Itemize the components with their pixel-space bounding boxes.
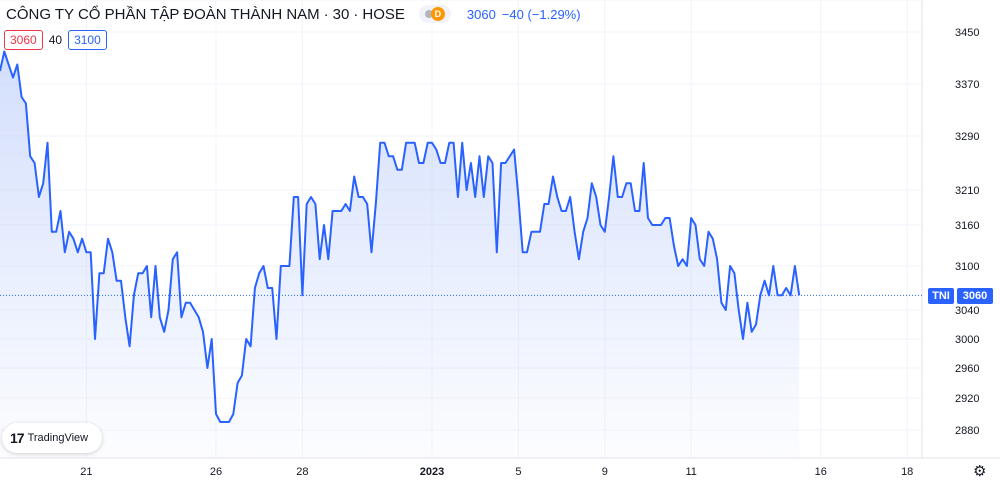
interval[interactable]: 30	[332, 5, 350, 23]
price-tick-label: 2960	[955, 363, 979, 375]
price-area-fill	[0, 51, 800, 458]
header-price: 3060 −40 (−1.29%)	[467, 7, 587, 22]
time-tick-label: 5	[515, 466, 521, 478]
spread-value: 40	[48, 33, 63, 47]
price-tick-label: 3160	[955, 220, 979, 232]
last-price-tag: 3060	[957, 288, 993, 304]
price-tick-label: 3100	[955, 261, 979, 273]
market-status-badge[interactable]: D	[418, 5, 451, 23]
price-tick-label: 3370	[955, 79, 979, 91]
gear-icon[interactable]: ⚙	[973, 463, 987, 480]
time-tick-label: 18	[901, 466, 913, 478]
price-line	[0, 50, 801, 423]
price-tick-label: 2880	[955, 425, 979, 437]
time-tick-label: 16	[815, 466, 827, 478]
separator: ·	[353, 5, 359, 23]
price-tick-label: 3040	[955, 305, 979, 317]
time-tick-label: 9	[602, 466, 608, 478]
time-tick-label: 2023	[420, 466, 444, 478]
price-tick-label: 3450	[955, 27, 979, 39]
tradingview-logo-icon: 17	[10, 430, 25, 446]
symbol-tag: TNI	[928, 288, 954, 304]
sell-button[interactable]: 3060	[4, 30, 43, 50]
logo-text: TradingView	[27, 432, 89, 444]
price-tick-label: 3290	[955, 131, 979, 143]
last-price: 3060	[466, 6, 496, 22]
symbol-title[interactable]: CÔNG TY CỔ PHẦN TẬP ĐOÀN THÀNH NAM	[6, 5, 320, 23]
time-tick-label: 28	[296, 466, 308, 478]
time-axis[interactable]: 21 26 28 2023 5 9 11 16 18	[80, 466, 913, 478]
time-tick-label: 11	[685, 466, 696, 478]
time-tick-label: 21	[80, 466, 92, 478]
time-tick-label: 26	[210, 466, 222, 478]
exchange: HOSE	[362, 5, 405, 23]
price-axis[interactable]: 2880 2920 2960 3000 3040 3100 3160 3210 3290 3370…	[955, 27, 979, 437]
delayed-badge-icon: D	[430, 7, 445, 21]
status-dot-icon	[424, 10, 433, 18]
separator: ·	[323, 5, 329, 23]
order-chips: 3060 40 3100	[4, 30, 107, 50]
price-tick-label: 3210	[955, 185, 979, 197]
symbol-header: CÔNG TY CỔ PHẦN TẬP ĐOÀN THÀNH NAM · 30 …	[6, 4, 587, 24]
price-change: −40 (−1.29%)	[501, 6, 581, 22]
price-tick-label: 2920	[955, 393, 979, 405]
tradingview-logo[interactable]: 17 TradingView	[2, 423, 102, 453]
price-tick-label: 3000	[955, 334, 979, 346]
buy-button[interactable]: 3100	[68, 30, 107, 50]
